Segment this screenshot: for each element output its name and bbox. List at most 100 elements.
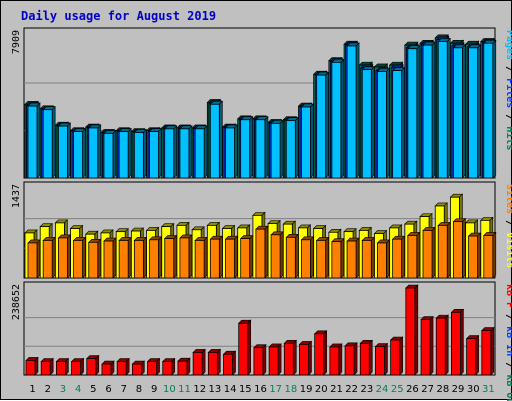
bar-kb-f-day-25 <box>389 336 404 376</box>
bar-kb-f-day-24-face <box>375 346 385 376</box>
bar-sites-day-23-side <box>370 236 375 279</box>
bar-pages-day-8-face <box>133 132 144 179</box>
bar-pages-day-12 <box>194 125 208 179</box>
bar-pages-day-16-face <box>255 119 266 179</box>
bar-sites-day-27-side <box>431 226 436 279</box>
bar-pages-day-15 <box>239 116 254 179</box>
day-label-12: 12 <box>193 384 206 395</box>
bar-pages-day-6-face <box>103 132 114 179</box>
bar-sites-day-14-face <box>225 238 235 279</box>
legend-separator: / <box>504 356 512 374</box>
bar-sites-day-5 <box>88 238 102 279</box>
bar-sites-day-31 <box>483 231 497 279</box>
bar-pages-day-8-side <box>143 128 147 179</box>
bar-kb-f-day-2-face <box>40 361 51 376</box>
bar-sites-day-17 <box>270 231 284 279</box>
bar-sites-day-15 <box>239 234 254 279</box>
bar-kb-f-day-16-face <box>253 347 264 376</box>
bar-sites-day-29-side <box>462 217 466 279</box>
bar-pages-day-7-side <box>127 127 132 179</box>
bar-kb-f-day-30-side <box>475 334 479 376</box>
bar-kb-f-day-7 <box>116 357 130 376</box>
bar-kb-f-day-21-face <box>329 346 340 376</box>
bar-pages-day-9-face <box>149 131 159 179</box>
bar-sites-day-23-face <box>361 240 372 279</box>
bar-kb-f-day-29-side <box>460 308 464 376</box>
bar-kb-f-day-23-side <box>368 339 373 376</box>
bar-pages-day-31 <box>483 39 497 179</box>
bar-pages-day-27-face <box>422 44 433 179</box>
bar-kb-f-day-12-side <box>201 348 206 376</box>
bar-kb-f-day-31 <box>481 326 495 376</box>
bar-pages-day-12-face <box>194 128 205 179</box>
bar-kb-f-day-18-side <box>292 339 297 376</box>
bar-sites-day-10 <box>164 234 178 279</box>
bar-kb-f-day-28-face <box>435 317 446 376</box>
bar-pages-day-18 <box>285 116 300 179</box>
bar-sites-day-12 <box>194 236 208 279</box>
bar-pages-day-21-side <box>340 58 345 179</box>
bar-kb-f-day-1 <box>25 356 39 376</box>
day-label-2: 2 <box>45 384 51 395</box>
bar-sites-day-4 <box>72 236 87 279</box>
bar-pages-day-1-face <box>27 105 38 179</box>
bar-pages-day-28-face <box>437 41 448 179</box>
bar-sites-day-17-face <box>270 234 281 279</box>
bar-kb-f-day-19 <box>298 340 313 376</box>
bar-sites-day-8 <box>133 236 148 279</box>
bar-sites-day-28-side <box>446 221 451 279</box>
bar-sites-day-6 <box>103 237 117 279</box>
bar-kb-f-day-10 <box>162 357 176 376</box>
bar-sites-day-26-face <box>407 235 418 279</box>
bar-kb-f-day-5 <box>86 354 100 376</box>
bar-kb-f-day-29 <box>450 308 465 376</box>
bar-pages-day-22-face <box>346 45 357 179</box>
bar-pages-day-26-face <box>407 48 418 179</box>
y-max-label: 1437 <box>11 184 22 208</box>
series-legend: Pages / Files / Hits <box>504 30 512 150</box>
bar-kb-f-day-26-side <box>414 284 419 376</box>
bar-sites-day-2 <box>42 236 56 279</box>
day-label-3: 3 <box>60 384 66 395</box>
bar-sites-day-26-side <box>416 231 421 279</box>
bar-kb-f-day-9-face <box>147 361 157 376</box>
bar-sites-day-13-side <box>219 235 223 279</box>
bar-sites-day-8-side <box>143 236 147 279</box>
bar-pages-day-13-face <box>209 103 220 179</box>
bar-sites-day-17-side <box>279 231 284 279</box>
bar-pages-day-15-face <box>240 119 251 179</box>
bar-sites-day-22-side <box>355 237 360 279</box>
bar-kb-f-day-25-side <box>399 336 403 376</box>
legend-separator: / <box>504 308 512 326</box>
day-label-26: 26 <box>406 384 419 395</box>
legend-hits: Hits <box>504 126 512 150</box>
legend-separator: / <box>504 60 512 78</box>
legend-kb_out: kB Out <box>504 374 512 401</box>
bar-sites-day-28-face <box>437 224 448 279</box>
bar-pages-day-14-side <box>234 124 238 179</box>
bar-pages-day-8 <box>133 128 148 179</box>
day-label-28: 28 <box>436 384 449 395</box>
bar-pages-day-23 <box>361 65 375 179</box>
bar-sites-day-25 <box>391 235 406 279</box>
bar-pages-day-26-side <box>416 45 421 179</box>
bar-pages-day-14 <box>224 124 239 179</box>
day-label-29: 29 <box>452 384 465 395</box>
bar-pages-day-21-face <box>331 61 342 179</box>
day-label-27: 27 <box>421 384 434 395</box>
bar-sites-day-12-side <box>203 236 208 279</box>
bar-pages-day-17 <box>270 119 284 179</box>
bar-sites-day-18 <box>285 233 300 279</box>
bar-kb-f-day-24-side <box>384 342 388 376</box>
bar-pages-day-2 <box>42 105 56 179</box>
bar-pages-day-19-side <box>310 103 314 179</box>
bar-kb-f-day-19-face <box>299 343 309 376</box>
bar-pages-day-16-side <box>264 116 269 179</box>
bar-kb-f-day-8 <box>131 360 146 376</box>
bar-sites-day-7 <box>118 236 132 279</box>
bar-sites-day-31-face <box>483 235 494 279</box>
bar-pages-day-25 <box>391 66 406 179</box>
bar-pages-day-11-side <box>188 125 193 179</box>
bar-kb-f-day-12 <box>192 348 206 376</box>
bar-sites-day-18-face <box>285 236 296 279</box>
